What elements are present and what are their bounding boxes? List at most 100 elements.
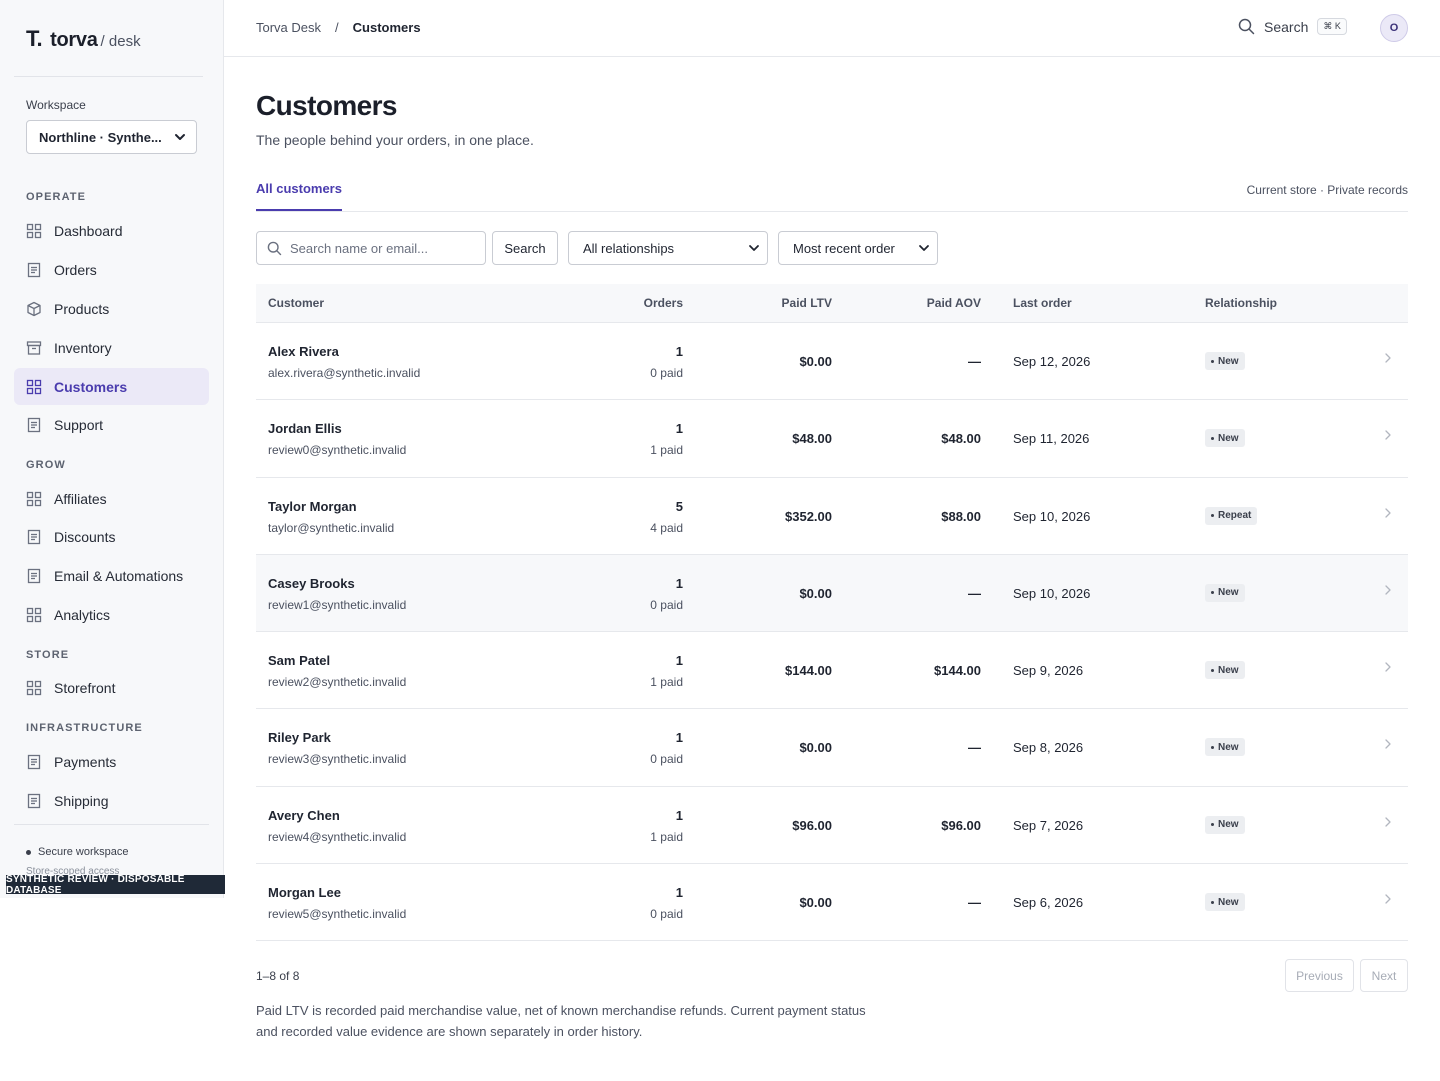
tab-all-customers[interactable]: All customers <box>256 181 342 211</box>
paid-aov: — <box>968 354 981 369</box>
document-icon <box>27 417 41 432</box>
brand-sub: / desk <box>100 33 141 50</box>
paid-ltv: $0.00 <box>799 895 832 911</box>
paid-ltv: $96.00 <box>792 817 832 833</box>
customer-search-input[interactable] <box>290 240 470 256</box>
document-icon <box>27 754 41 769</box>
customer-name: Taylor Morgan <box>268 498 357 514</box>
nav-discounts[interactable]: Discounts <box>14 518 209 555</box>
chevron-down-icon <box>919 245 929 251</box>
scoped-access-label: Store-scoped access <box>26 866 120 877</box>
order-count: 1 <box>675 885 683 901</box>
search-button[interactable]: Search <box>492 231 558 265</box>
paid-aov: $48.00 <box>941 431 981 447</box>
brand-mark: T. <box>26 26 43 51</box>
secure-workspace-status: Secure workspace <box>26 846 129 858</box>
nav-email-automations[interactable]: Email & Automations <box>14 557 209 594</box>
top-bar: Torva Desk / Customers Search ⌘ K O <box>224 0 1440 57</box>
nav-payments[interactable]: Payments <box>14 743 209 780</box>
nav-label: Support <box>54 416 104 433</box>
customer-search-field[interactable] <box>256 231 486 265</box>
paid-count: 0 paid <box>650 907 683 922</box>
box-icon <box>27 301 41 316</box>
nav-label: Dashboard <box>54 222 123 239</box>
section-infrastructure: INFRASTRUCTURE <box>26 722 143 734</box>
last-order-date: Sep 12, 2026 <box>1013 354 1091 369</box>
brand-logo[interactable]: T. torva / desk <box>26 26 141 52</box>
customer-email: review4@synthetic.invalid <box>268 829 407 844</box>
paid-aov: $144.00 <box>934 663 981 679</box>
breadcrumb-root[interactable]: Torva Desk <box>256 20 322 35</box>
paid-ltv: $352.00 <box>785 508 832 524</box>
relationship-filter-select[interactable]: All relationships <box>568 231 768 265</box>
next-page-button[interactable]: Next <box>1360 959 1408 992</box>
col-orders[interactable]: Orders <box>643 296 683 310</box>
order-count: 1 <box>675 575 683 591</box>
col-paid-aov[interactable]: Paid AOV <box>926 296 981 310</box>
col-last-order[interactable]: Last order <box>1013 296 1072 310</box>
chevron-down-icon <box>175 134 185 140</box>
customer-name: Morgan Lee <box>268 885 341 901</box>
paid-ltv: $144.00 <box>785 663 832 679</box>
paid-count: 1 paid <box>650 675 683 690</box>
nav-label: Analytics <box>54 606 111 623</box>
workspace-select[interactable]: Northline · Synthe... <box>26 120 197 154</box>
table-row[interactable]: Casey Brooks review1@synthetic.invalid 1… <box>256 554 1408 633</box>
nav-customers[interactable]: Customers <box>14 368 209 405</box>
nav-analytics[interactable]: Analytics <box>14 596 209 633</box>
relationship-badge: Repeat <box>1205 506 1258 525</box>
nav-dashboard[interactable]: Dashboard <box>14 212 209 249</box>
nav-label: Storefront <box>54 679 116 696</box>
last-order-date: Sep 9, 2026 <box>1013 663 1084 679</box>
badge-label: New <box>1218 819 1239 831</box>
grid-icon <box>26 680 42 695</box>
table-row[interactable]: Taylor Morgan taylor@synthetic.invalid 5… <box>256 478 1408 555</box>
user-avatar[interactable]: O <box>1380 14 1408 42</box>
col-paid-ltv[interactable]: Paid LTV <box>781 296 832 310</box>
workspace-selected: Northline · Synthe... <box>39 129 162 145</box>
customer-email: alex.rivera@synthetic.invalid <box>268 366 421 380</box>
paid-aov: $96.00 <box>941 817 981 833</box>
badge-dot <box>1211 514 1214 518</box>
chevron-right-icon <box>1385 585 1391 595</box>
table-row[interactable]: Sam Patel review2@synthetic.invalid 1 1 … <box>256 632 1408 710</box>
sort-select[interactable]: Most recent order <box>778 231 938 265</box>
table-row[interactable]: Riley Park review3@synthetic.invalid 1 0… <box>256 709 1408 787</box>
nav-label: Products <box>54 300 110 317</box>
table-row[interactable]: Jordan Ellis review0@synthetic.invalid 1… <box>256 400 1408 478</box>
last-order-date: Sep 10, 2026 <box>1013 585 1091 601</box>
badge-dot <box>1211 359 1214 363</box>
paid-aov: — <box>968 740 981 756</box>
previous-page-button[interactable]: Previous <box>1285 959 1354 992</box>
badge-dot <box>1211 591 1214 595</box>
chevron-right-icon <box>1385 894 1391 904</box>
nav-shipping[interactable]: Shipping <box>14 782 209 819</box>
nav-orders[interactable]: Orders <box>14 251 209 288</box>
col-relationship[interactable]: Relationship <box>1205 296 1278 310</box>
paid-count: 1 paid <box>650 829 683 844</box>
col-customer[interactable]: Customer <box>268 296 325 310</box>
paid-count: 0 paid <box>650 752 683 767</box>
chevron-right-icon <box>1385 662 1391 672</box>
table-row[interactable]: Morgan Lee review5@synthetic.invalid 1 0… <box>256 864 1408 942</box>
chevron-right-icon <box>1385 507 1391 518</box>
chevron-right-icon <box>1385 739 1391 750</box>
relationship-badge: New <box>1205 893 1245 912</box>
nav-inventory[interactable]: Inventory <box>14 329 209 366</box>
nav-products[interactable]: Products <box>14 290 209 327</box>
status-dot <box>26 849 31 855</box>
badge-label: New <box>1218 355 1239 367</box>
badge-dot <box>1211 900 1214 904</box>
badge-dot <box>1211 668 1214 672</box>
paid-ltv: $48.00 <box>792 431 832 447</box>
grid-icon <box>26 223 42 238</box>
table-row[interactable]: Avery Chen review4@synthetic.invalid 1 1… <box>256 787 1408 865</box>
table-row[interactable]: Alex Rivera alex.rivera@synthetic.invali… <box>256 323 1408 401</box>
nav-storefront[interactable]: Storefront <box>14 669 209 706</box>
nav-label: Affiliates <box>54 490 107 507</box>
global-search-button[interactable]: Search ⌘ K <box>1238 18 1347 35</box>
customer-email: review0@synthetic.invalid <box>268 443 407 458</box>
nav-support[interactable]: Support <box>14 406 209 443</box>
customer-name: Avery Chen <box>268 807 340 823</box>
nav-affiliates[interactable]: Affiliates <box>14 480 209 517</box>
